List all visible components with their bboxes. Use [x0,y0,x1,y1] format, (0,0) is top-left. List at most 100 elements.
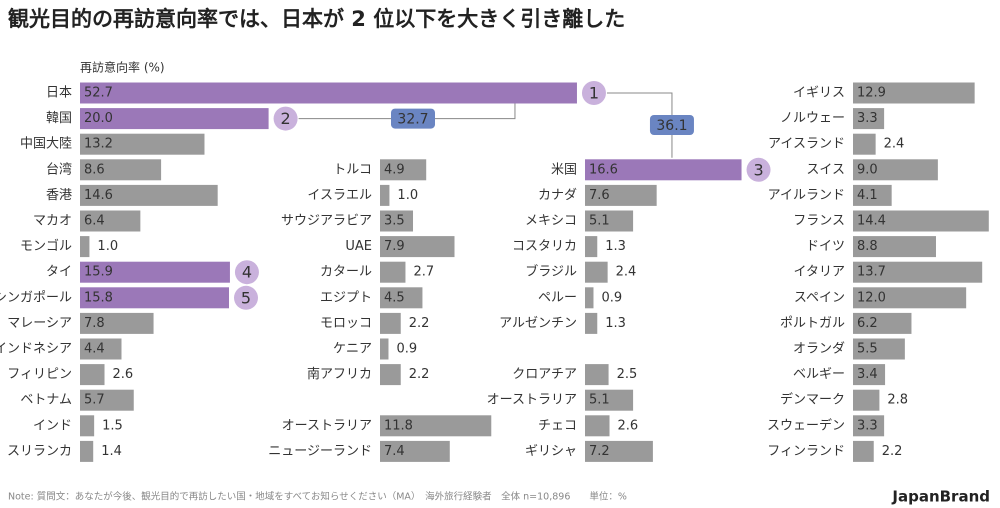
value-label: 1.5 [102,418,123,433]
rank-badge [581,81,606,105]
bar [80,159,162,181]
category-label: アイルランド [768,188,845,203]
value-label: 14.4 [857,214,886,229]
value-label: 5.1 [589,214,610,229]
bar [585,287,594,309]
bar [585,210,634,232]
bar [80,236,90,258]
bar [853,415,885,437]
bar [80,261,230,283]
value-label: 6.2 [857,316,878,331]
bar [80,287,229,309]
category-label: ペルー [538,290,577,305]
bar [80,440,94,462]
category-label: ケニア [333,342,372,357]
value-label: 0.9 [601,290,622,305]
value-label: 0.9 [396,342,417,357]
value-label: 4.4 [84,342,105,357]
bar [585,236,598,258]
bar [80,108,269,130]
bar [380,415,492,437]
category-label: ギリシャ [525,444,577,459]
bar [585,312,598,334]
category-label: 中国大陸 [20,136,72,152]
rank-badge [273,106,298,131]
value-label: 7.2 [589,444,610,459]
category-label: フィンランド [767,444,845,459]
bar [380,210,414,232]
note: Note: 質問文：あなたが今後、観光目的で再訪したい国・地域をすべてお知らせく… [8,491,627,503]
category-label: イギリス [793,86,845,101]
category-label: 日本 [46,86,72,101]
category-label: モンゴル [20,238,72,254]
bar [80,415,95,437]
value-label: 2.7 [413,265,434,280]
category-label: スウェーデン [767,417,845,433]
value-label: 2.6 [113,367,134,382]
bar [380,338,389,360]
category-label: ポルトガル [780,316,845,331]
bar [853,338,905,360]
bar [380,287,423,309]
category-label: イタリア [794,265,845,280]
category-label: デンマーク [780,392,845,408]
category-label: スリランカ [7,444,72,459]
category-label: ノルウェー [780,111,845,126]
category-label: ドイツ [806,239,845,254]
value-label: 16.6 [589,162,618,177]
bar [853,236,936,258]
value-label: 7.6 [589,188,610,203]
bar [80,184,218,206]
category-label: クロアチア [512,367,577,382]
bar [380,312,401,334]
value-label: 52.7 [84,86,113,101]
bar [380,159,427,181]
value-label: 3.3 [857,418,878,433]
annotation: 36.1 [656,118,687,134]
bar [853,108,885,130]
value-label: 8.8 [857,239,878,254]
bar [585,184,657,206]
category-label: 韓国 [46,111,72,126]
value-label: 2.8 [887,393,908,408]
bar [80,210,141,232]
bar [380,440,450,462]
value-label: 15.8 [84,290,113,305]
value-label: 8.6 [84,162,105,177]
value-label: 7.9 [384,239,405,254]
category-label: スペイン [794,290,845,305]
bar [80,338,122,360]
category-label: UAE [345,239,372,254]
category-label: モロッコ [320,316,372,331]
rank-badge [233,285,258,310]
bar [585,389,634,411]
category-label: イスラエル [307,188,372,203]
bar [380,364,401,386]
rank-label: 4 [242,263,252,282]
category-label: シンガポール [0,290,72,305]
value-label: 3.3 [857,111,878,126]
value-label: 15.9 [84,265,113,280]
bar [585,159,742,181]
value-label: 12.0 [857,290,886,305]
category-label: フランス [793,214,845,229]
category-label: インド [33,418,72,433]
bar [853,312,912,334]
category-label: オーストラリア [487,393,577,408]
bar [80,389,134,411]
bar [80,82,577,104]
value-label: 11.8 [384,418,413,433]
bar [853,133,876,155]
chart-title: 観光目的の再訪意向率では、日本が 2 位以下を大きく引き離した [8,7,625,31]
annotation-box [391,108,435,129]
category-label: トルコ [333,162,372,177]
value-label: 2.2 [409,367,430,382]
value-label: 4.9 [384,162,405,177]
bar [585,261,608,283]
rank-badge [746,157,771,182]
bar [853,261,983,283]
bar [585,415,610,437]
category-label: ベルギー [793,367,845,382]
rank-badge [234,260,259,285]
